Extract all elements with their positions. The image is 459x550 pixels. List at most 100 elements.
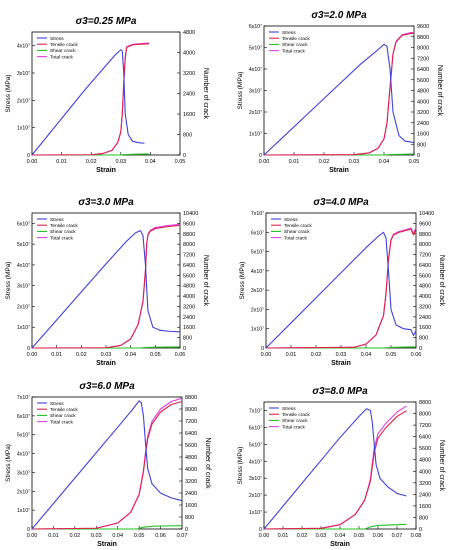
- x-tick-label: 0.00: [27, 352, 38, 358]
- y-tick-label: 3x10⁷: [251, 288, 264, 294]
- y2-tick-label: 6400: [419, 263, 431, 269]
- series-line-tensile-crack: [265, 228, 417, 349]
- x-tick-label: 0.03: [101, 352, 112, 358]
- y-tick-label: 4x10⁷: [17, 452, 30, 458]
- legend-label: Stress: [284, 217, 298, 223]
- y2-tick-label: 8000: [185, 407, 197, 413]
- y2-tick-label: 4800: [185, 455, 197, 461]
- y-tick-label: 7x10⁷: [17, 395, 30, 401]
- x-tick-label: 0.04: [379, 159, 390, 165]
- legend-label: Stress: [282, 30, 296, 36]
- legend-label: Total crack: [284, 235, 308, 241]
- y2-tick-label: 6400: [185, 431, 197, 437]
- series-line-shear-crack: [266, 346, 417, 349]
- series-line-tensile-crack: [31, 43, 149, 156]
- y2-tick-label: 2400: [419, 315, 431, 321]
- y-tick-label: 2x10⁷: [17, 489, 30, 495]
- y2-tick-label: 1600: [419, 504, 431, 510]
- y-tick-label: 2x10⁷: [249, 110, 262, 116]
- y2-tick-label: 8800: [183, 232, 195, 238]
- legend-label: Tensile crack: [50, 42, 78, 48]
- series-line-tensile-crack: [263, 32, 415, 156]
- y2-tick-label: 7200: [419, 253, 431, 259]
- y-tick-label: 6x10⁷: [17, 221, 30, 227]
- y-tick-label: 4x10⁷: [251, 269, 264, 275]
- legend-label: Shear crack: [50, 48, 76, 54]
- x-tick-label: 0.02: [319, 159, 330, 165]
- y2-axis-label: Number of crack: [204, 437, 211, 489]
- x-tick-label: 0.00: [27, 159, 38, 165]
- legend-label: Tensile crack: [282, 412, 310, 418]
- y2-tick-label: 8000: [419, 242, 431, 248]
- y2-tick-label: 7200: [185, 419, 197, 425]
- y2-tick-label: 8800: [417, 35, 429, 41]
- y-tick-label: 6x10⁷: [249, 24, 262, 30]
- legend-label: Stress: [50, 401, 64, 407]
- y-axis-label: Stress (MPa): [239, 262, 246, 300]
- y-tick-label: 4x10⁷: [17, 44, 30, 50]
- x-tick-label: 0.01: [51, 352, 62, 358]
- x-tick-label: 0.03: [336, 352, 347, 358]
- series-line-tensile-crack: [263, 410, 407, 530]
- y2-tick-label: 8800: [185, 395, 197, 401]
- x-tick-label: 0.02: [69, 533, 80, 539]
- legend-label: Total crack: [50, 419, 74, 425]
- x-tick-label: 0.05: [409, 159, 420, 165]
- y2-tick-label: 9600: [183, 221, 195, 227]
- y2-tick-label: 1600: [183, 112, 195, 118]
- legend-label: Total crack: [50, 54, 74, 60]
- y2-tick-label: 8000: [419, 412, 431, 418]
- y2-tick-label: 1600: [183, 325, 195, 331]
- x-tick-label: 0.00: [261, 352, 272, 358]
- y-tick-label: 0: [27, 153, 30, 159]
- y2-axis-label: Number of crack: [436, 65, 443, 117]
- x-tick-label: 0.00: [259, 533, 270, 539]
- y-tick-label: 5x10⁷: [249, 442, 262, 448]
- x-tick-label: 0.04: [125, 352, 136, 358]
- x-tick-label: 0.08: [411, 533, 422, 539]
- y2-tick-label: 8800: [419, 400, 431, 406]
- y2-tick-label: 3200: [419, 304, 431, 310]
- x-tick-label: 0.01: [56, 159, 67, 165]
- y-tick-label: 6x10⁷: [251, 230, 264, 236]
- y2-tick-label: 7200: [183, 253, 195, 259]
- y2-tick-label: 8000: [417, 46, 429, 52]
- legend-label: Total crack: [282, 48, 306, 54]
- x-tick-label: 0.07: [392, 533, 403, 539]
- y2-axis-label: Number of crack: [202, 255, 209, 307]
- x-tick-label: 0.04: [361, 352, 372, 358]
- y2-tick-label: 1600: [185, 503, 197, 509]
- y2-tick-label: 6400: [183, 263, 195, 269]
- x-axis-label: Strain: [331, 360, 351, 367]
- x-tick-label: 0.06: [373, 533, 384, 539]
- y2-tick-label: 5600: [419, 273, 431, 279]
- y-tick-label: 3x10⁷: [17, 284, 30, 290]
- series-line-shear-crack: [32, 525, 183, 530]
- chart-title: σ3=8.0 MPa: [312, 386, 368, 397]
- x-tick-label: 0.05: [134, 533, 145, 539]
- y-axis-label: Stress (MPa): [5, 444, 12, 482]
- chart-title: σ3=6.0 MPa: [79, 381, 135, 392]
- y-tick-label: 1x10⁷: [17, 508, 30, 514]
- y2-tick-label: 3200: [185, 479, 197, 485]
- y2-tick-label: 0: [419, 527, 422, 533]
- y2-tick-label: 0: [183, 346, 186, 352]
- y-tick-label: 2x10⁷: [249, 493, 262, 499]
- y-tick-label: 4x10⁷: [249, 459, 262, 465]
- y-tick-label: 1x10⁷: [17, 325, 30, 331]
- y2-tick-label: 8000: [183, 242, 195, 248]
- x-tick-label: 0.00: [27, 533, 38, 539]
- y2-tick-label: 800: [419, 515, 428, 521]
- legend-label: Shear crack: [282, 418, 308, 424]
- y2-tick-label: 7200: [417, 56, 429, 62]
- y2-tick-label: 5600: [417, 78, 429, 84]
- y-tick-label: 0: [259, 527, 262, 533]
- y2-tick-label: 4800: [417, 89, 429, 95]
- y2-tick-label: 3200: [183, 71, 195, 77]
- y-tick-label: 6x10⁷: [249, 425, 262, 431]
- y-tick-label: 1x10⁷: [249, 132, 262, 138]
